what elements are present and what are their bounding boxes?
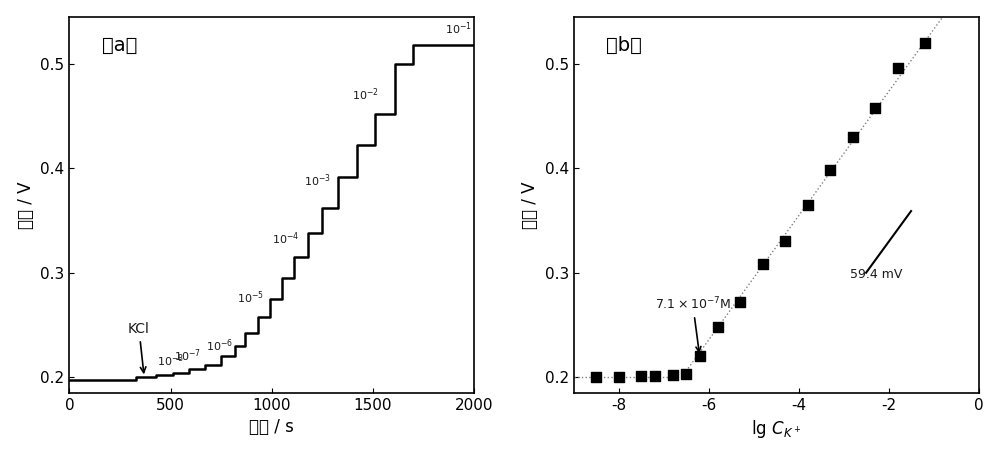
Point bbox=[633, 372, 649, 380]
Point bbox=[678, 371, 694, 378]
X-axis label: 时间 / s: 时间 / s bbox=[249, 418, 294, 436]
Point bbox=[867, 104, 883, 111]
Point bbox=[692, 353, 708, 360]
Text: $10^{-3}$: $10^{-3}$ bbox=[304, 172, 331, 189]
Y-axis label: 电压 / V: 电压 / V bbox=[17, 181, 35, 228]
Text: $10^{-4}$: $10^{-4}$ bbox=[272, 230, 299, 247]
Text: （a）: （a） bbox=[102, 36, 137, 54]
Text: $10^{-7}$: $10^{-7}$ bbox=[174, 347, 201, 364]
Point bbox=[647, 372, 663, 380]
Point bbox=[845, 133, 861, 140]
Text: 59.4 mV: 59.4 mV bbox=[850, 268, 903, 281]
Point bbox=[822, 167, 838, 174]
Text: $10^{-1}$: $10^{-1}$ bbox=[445, 20, 472, 37]
Text: $7.1\times10^{-7}$M: $7.1\times10^{-7}$M bbox=[655, 296, 731, 352]
Point bbox=[710, 324, 726, 331]
Point bbox=[800, 201, 816, 208]
Text: $10^{-5}$: $10^{-5}$ bbox=[237, 290, 264, 306]
X-axis label: lg $C_{K^+}$: lg $C_{K^+}$ bbox=[751, 418, 801, 441]
Point bbox=[588, 373, 604, 381]
Y-axis label: 电压 / V: 电压 / V bbox=[521, 181, 539, 228]
Text: $10^{-2}$: $10^{-2}$ bbox=[352, 87, 379, 103]
Text: KCl: KCl bbox=[128, 322, 150, 372]
Text: $10^{-8}$: $10^{-8}$ bbox=[157, 352, 185, 369]
Point bbox=[917, 39, 933, 47]
Point bbox=[890, 64, 906, 72]
Text: （b）: （b） bbox=[606, 36, 642, 54]
Point bbox=[611, 373, 627, 381]
Point bbox=[755, 260, 771, 268]
Point bbox=[665, 372, 681, 379]
Text: $10^{-6}$: $10^{-6}$ bbox=[206, 338, 233, 354]
Point bbox=[732, 298, 748, 306]
Point bbox=[777, 238, 793, 245]
